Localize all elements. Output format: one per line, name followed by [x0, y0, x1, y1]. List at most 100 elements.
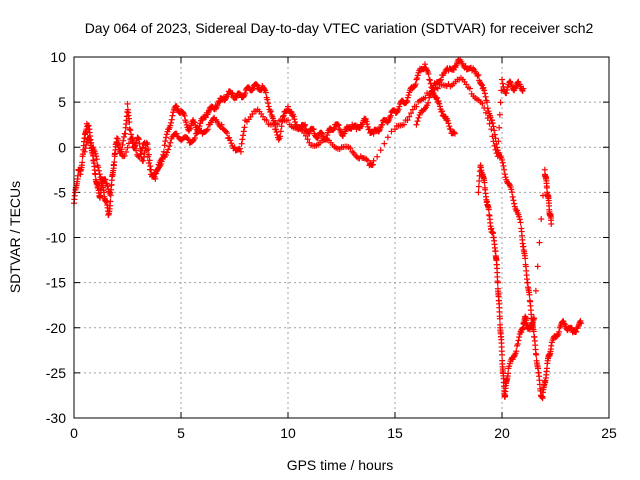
data-point	[404, 117, 411, 124]
data-point	[539, 395, 546, 402]
data-point	[548, 220, 555, 227]
data-point	[506, 363, 513, 370]
data-point	[136, 154, 143, 161]
data-point	[403, 99, 410, 106]
data-point	[436, 100, 443, 107]
data-point	[93, 156, 100, 163]
chart-title: Day 064 of 2023, Sidereal Day-to-day VTE…	[85, 20, 594, 36]
data-point	[392, 126, 398, 133]
data-point	[161, 142, 168, 149]
data-point	[280, 112, 287, 119]
data-point	[140, 157, 147, 164]
data-point	[486, 120, 493, 127]
data-point	[436, 103, 443, 110]
data-point	[263, 117, 270, 124]
data-point	[415, 114, 422, 121]
data-point	[154, 166, 161, 173]
data-point	[173, 130, 180, 137]
data-point	[319, 130, 326, 137]
data-point	[500, 162, 507, 169]
data-point	[83, 141, 90, 148]
data-point	[381, 140, 388, 147]
data-point	[578, 320, 585, 327]
data-point	[513, 348, 520, 355]
data-point	[139, 144, 146, 151]
data-point	[489, 117, 496, 124]
data-point	[285, 103, 291, 110]
data-point	[267, 108, 274, 115]
data-point	[531, 315, 538, 322]
data-point	[146, 166, 153, 173]
data-point	[302, 132, 309, 139]
data-point	[511, 85, 518, 92]
data-point	[482, 93, 489, 100]
data-point	[496, 315, 503, 322]
plot-frame	[73, 56, 610, 419]
data-point	[274, 121, 281, 128]
data-point	[253, 81, 260, 88]
data-point	[491, 131, 498, 138]
data-point	[302, 121, 309, 128]
data-point	[412, 81, 419, 88]
data-point	[438, 76, 445, 83]
data-point	[478, 81, 485, 88]
y-tick-label: 10	[50, 49, 66, 65]
data-point	[493, 141, 500, 148]
data-point	[475, 189, 482, 196]
grid-lines	[74, 57, 609, 418]
data-point	[414, 118, 421, 125]
data-point	[501, 171, 508, 178]
data-point	[492, 135, 499, 142]
data-point	[503, 86, 510, 93]
data-point	[272, 126, 279, 133]
data-point	[264, 96, 271, 103]
y-axis-label: SDTVAR / TECUs	[7, 181, 23, 293]
data-point	[169, 112, 176, 119]
data-point	[186, 126, 193, 133]
data-point	[310, 126, 317, 133]
data-point	[335, 122, 342, 129]
data-point	[129, 135, 136, 142]
data-point	[81, 148, 88, 155]
data-point	[162, 138, 169, 145]
data-point	[499, 156, 505, 163]
data-point	[82, 145, 89, 152]
data-point	[499, 76, 505, 83]
data-point	[242, 90, 249, 97]
data-point	[538, 216, 545, 223]
data-point	[204, 126, 211, 133]
data-point	[113, 135, 120, 142]
data-point	[142, 141, 149, 148]
data-point	[128, 131, 135, 138]
data-point	[414, 75, 421, 82]
data-series	[81, 74, 527, 197]
data-point	[131, 143, 138, 150]
axis-ticks: 0 5 10 15 20 25 10 5 0 -5 -10 -15 -20 -25 -30	[46, 49, 617, 441]
x-tick-label: 25	[601, 425, 617, 441]
x-axis-label: GPS time / hours	[287, 457, 394, 473]
data-point	[481, 179, 488, 186]
data-point	[143, 147, 150, 154]
data-point	[533, 351, 540, 358]
data-point	[405, 92, 412, 99]
data-points	[71, 56, 585, 402]
data-point	[150, 172, 157, 179]
data-point	[520, 85, 527, 92]
data-point	[145, 159, 152, 166]
data-point	[130, 139, 137, 146]
data-point	[364, 121, 371, 128]
data-point	[112, 141, 119, 148]
data-point	[532, 287, 539, 294]
data-point	[168, 119, 175, 126]
data-point	[240, 93, 247, 100]
data-point	[126, 126, 133, 133]
data-point	[497, 99, 504, 106]
y-tick-label: -5	[54, 184, 67, 200]
data-point	[165, 146, 172, 153]
data-point	[222, 96, 229, 103]
data-point	[530, 328, 537, 335]
data-point	[474, 72, 481, 79]
data-point	[475, 72, 482, 79]
y-tick-label: -20	[46, 320, 66, 336]
